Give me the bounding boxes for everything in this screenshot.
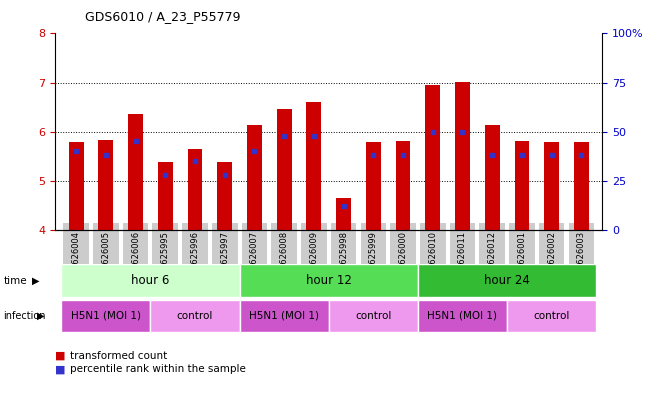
Bar — [425, 85, 440, 230]
Text: time: time — [3, 275, 27, 286]
Text: ■: ■ — [55, 351, 66, 361]
Text: control: control — [355, 311, 391, 321]
Text: hour 24: hour 24 — [484, 274, 530, 287]
Bar — [150, 300, 240, 332]
Bar — [69, 142, 83, 230]
Text: H5N1 (MOI 1): H5N1 (MOI 1) — [249, 311, 319, 321]
Text: GDS6010 / A_23_P55779: GDS6010 / A_23_P55779 — [85, 10, 240, 23]
Bar — [128, 114, 143, 230]
Bar — [418, 300, 507, 332]
Text: ■: ■ — [55, 364, 66, 375]
Bar — [158, 162, 173, 230]
Text: hour 6: hour 6 — [132, 274, 170, 287]
Bar — [98, 140, 113, 230]
Text: H5N1 (MOI 1): H5N1 (MOI 1) — [428, 311, 497, 321]
Text: transformed count: transformed count — [70, 351, 167, 361]
Bar — [61, 264, 240, 297]
Text: ▶: ▶ — [32, 275, 40, 286]
Bar — [240, 300, 329, 332]
Bar — [307, 102, 322, 230]
Bar — [418, 264, 596, 297]
Bar — [396, 141, 411, 230]
Bar — [366, 142, 381, 230]
Bar — [455, 81, 470, 230]
Bar — [247, 125, 262, 230]
Text: hour 12: hour 12 — [306, 274, 352, 287]
Bar — [514, 141, 529, 230]
Bar — [574, 142, 589, 230]
Text: percentile rank within the sample: percentile rank within the sample — [70, 364, 245, 375]
Bar — [277, 108, 292, 230]
Text: control: control — [533, 311, 570, 321]
Text: infection: infection — [3, 311, 46, 321]
Bar — [240, 264, 418, 297]
Text: control: control — [177, 311, 214, 321]
Bar — [336, 198, 351, 230]
Bar — [485, 125, 500, 230]
Bar — [61, 300, 150, 332]
Bar — [329, 300, 418, 332]
Bar — [217, 162, 232, 230]
Bar — [187, 149, 202, 230]
Text: H5N1 (MOI 1): H5N1 (MOI 1) — [71, 311, 141, 321]
Bar — [507, 300, 596, 332]
Bar — [544, 142, 559, 230]
Text: ▶: ▶ — [37, 311, 45, 321]
